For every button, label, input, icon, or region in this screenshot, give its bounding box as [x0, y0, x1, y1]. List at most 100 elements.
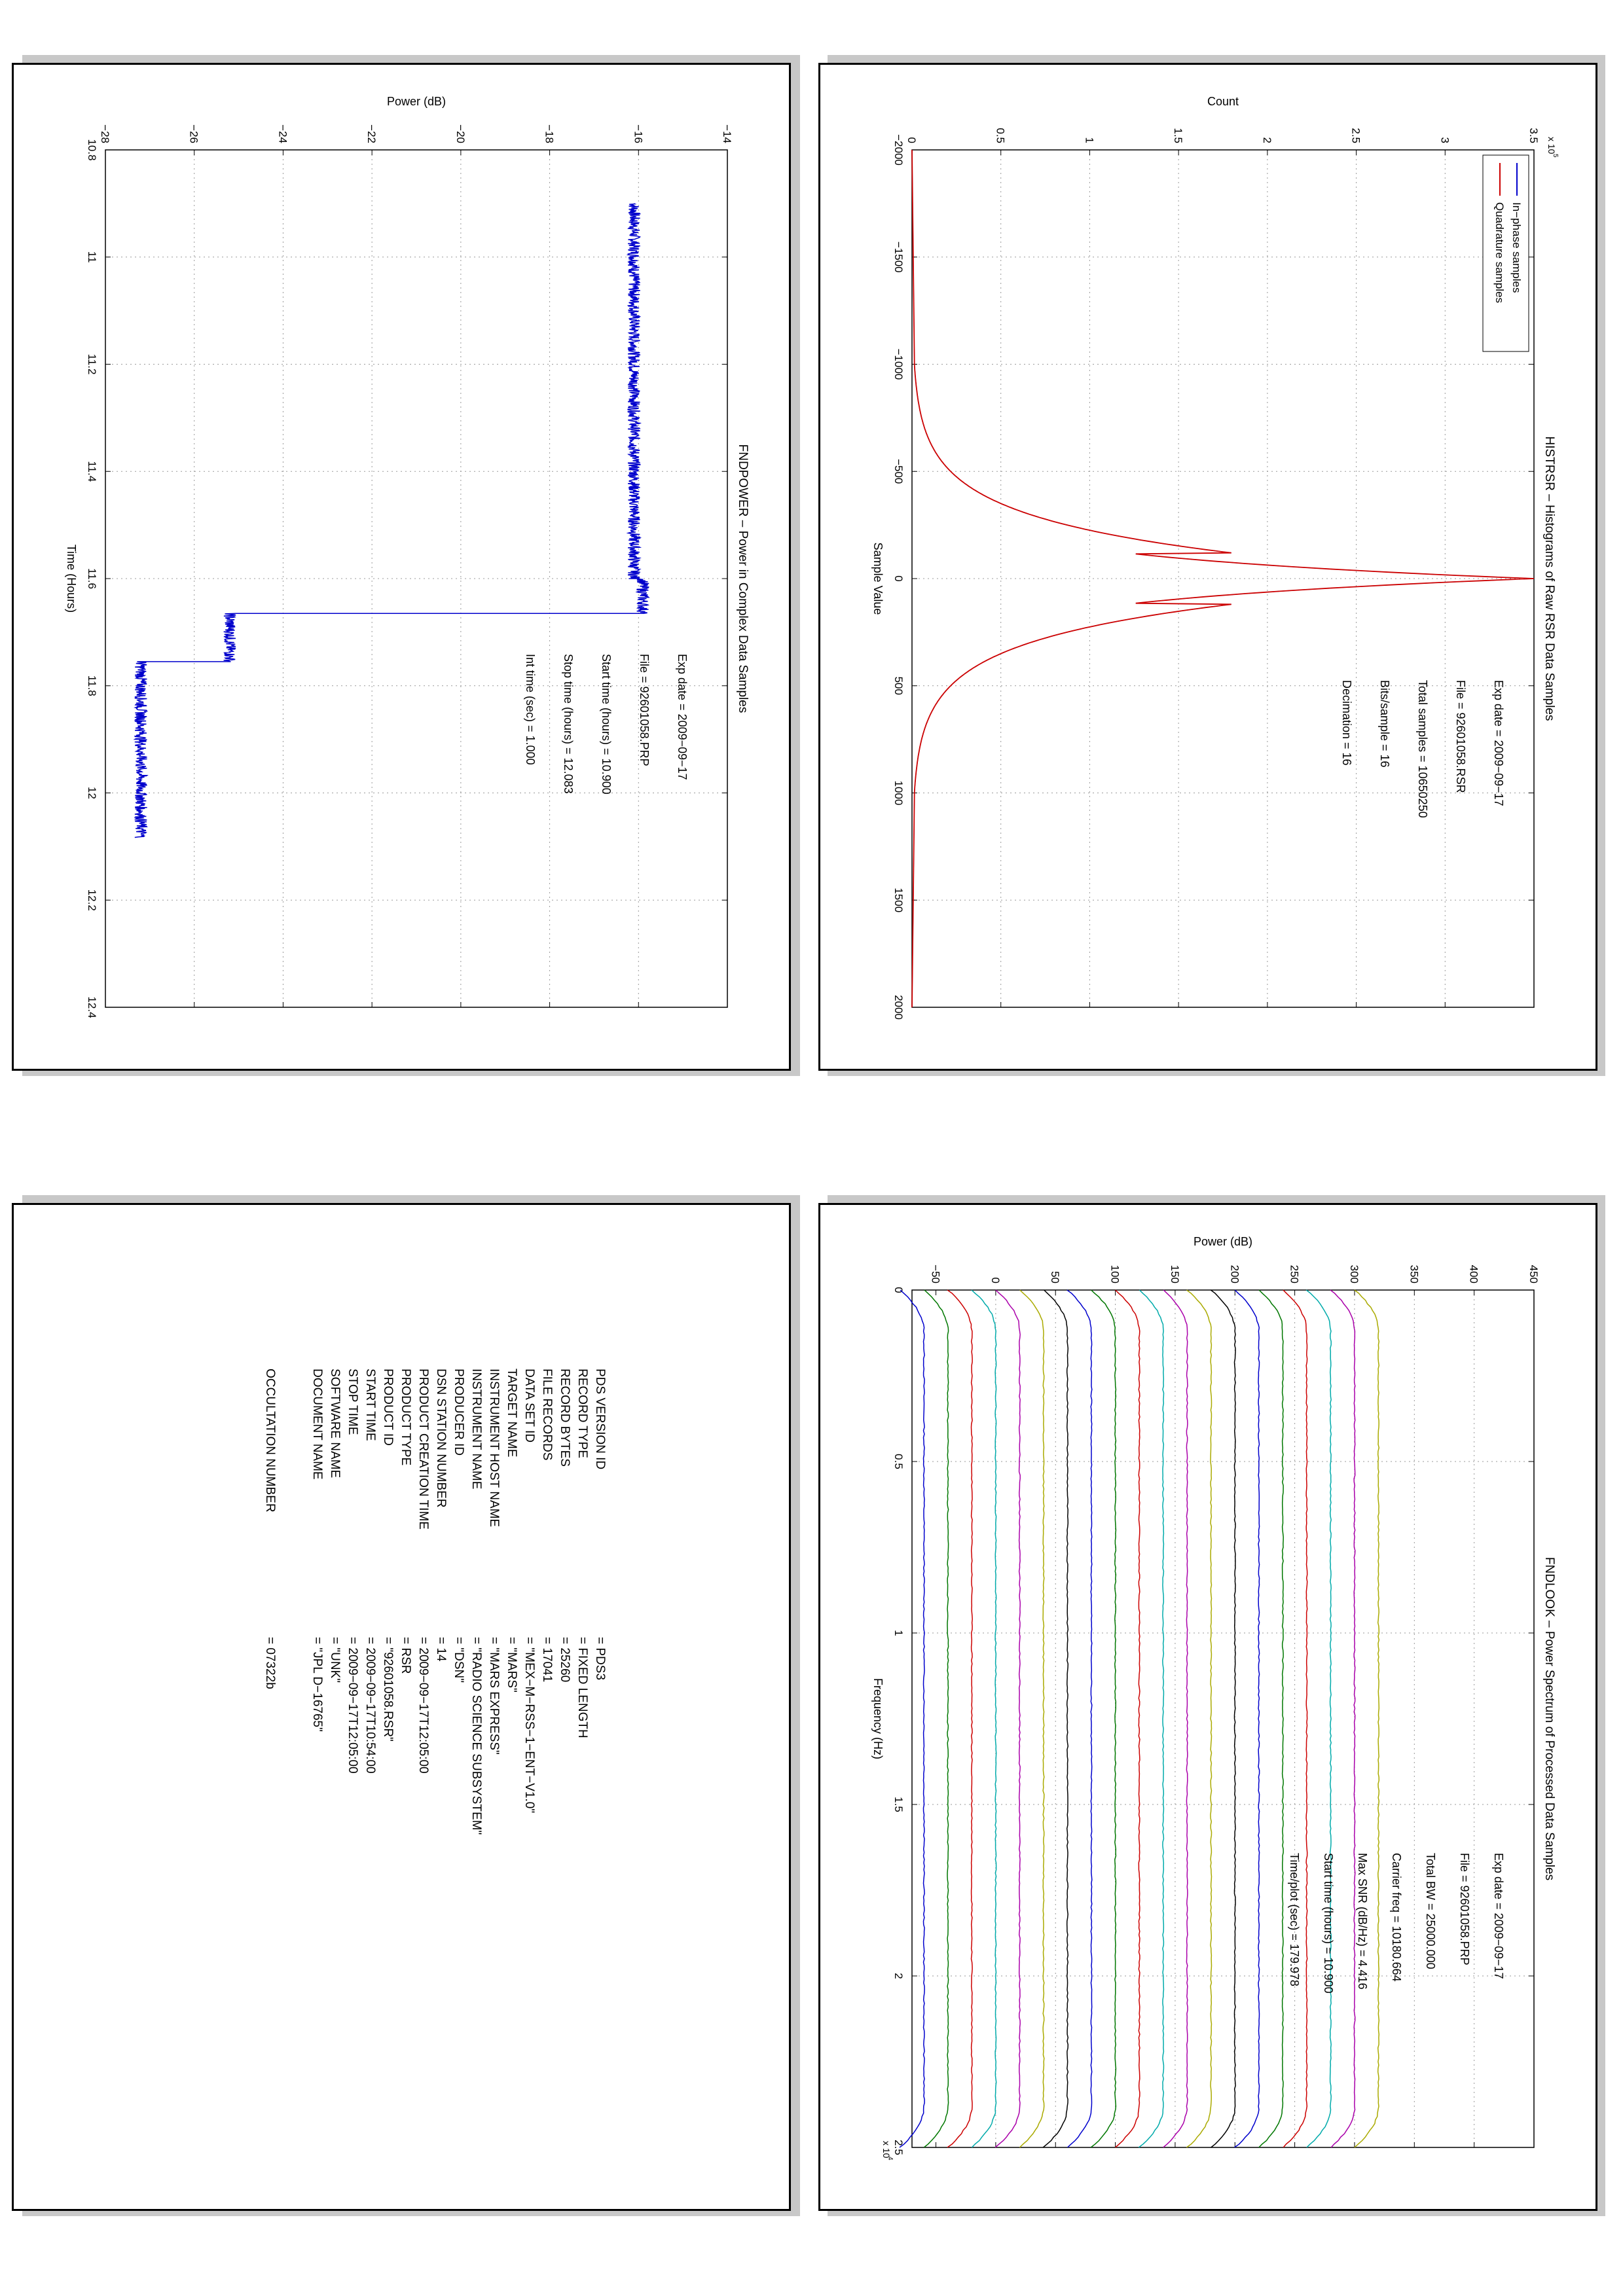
pds-value: = 07322b [263, 1637, 277, 1689]
histrsr-xtick-label: −500 [892, 459, 905, 484]
fndlook-ytick-label: 300 [1348, 1265, 1360, 1283]
fndlook-annotation: Max SNR (dB/Hz) = 4.416 [1356, 1853, 1369, 1990]
pds-key: FILE RECORDS [540, 1369, 554, 1460]
fndlook-trace-5 [1019, 1289, 1045, 2148]
pds-value: = PDS3 [593, 1637, 607, 1680]
fndlook-trace-14 [1234, 1289, 1260, 2148]
pds-value: = RSR [399, 1637, 412, 1674]
fndlook-ylabel: Power (dB) [1194, 1235, 1252, 1248]
histrsr-annotation: File = 92601058.RSR [1454, 680, 1467, 793]
pds-value: = 17041 [540, 1637, 554, 1682]
fndpower-ytick-label: −28 [99, 124, 111, 143]
histrsr-axes-box [911, 149, 1535, 1008]
histrsr-legend: In−phase samples Quadrature samples [1482, 154, 1529, 352]
pds-key: START TIME [363, 1369, 377, 1441]
pds-key: OCCULTATION NUMBER [263, 1369, 277, 1513]
pds-value: = "JPL D−16765" [310, 1637, 324, 1732]
histrsr-xtick-label: 2000 [892, 995, 905, 1020]
fndpower-ytick-label: −14 [721, 124, 733, 143]
histrsr-xtick-label: −2000 [892, 134, 905, 166]
fndlook-ytick-label: 350 [1408, 1265, 1420, 1283]
pds-key: SOFTWARE NAME [328, 1369, 342, 1478]
pds-value: = 25260 [558, 1637, 572, 1682]
fndlook-x-multiplier-exp: 4 [886, 2157, 894, 2161]
fndlook-xtick-label: 2.5 [892, 2140, 905, 2155]
fndlook-annotation: Carrier freq = 10180.664 [1390, 1853, 1403, 1982]
fndpower-xtick-label: 12 [86, 787, 98, 799]
histrsr-y-multiplier: x 10 [1546, 137, 1557, 154]
fndlook-ytick-label: 200 [1228, 1265, 1241, 1283]
fndlook-annotation: Exp date = 2009−09−17 [1492, 1853, 1505, 1979]
pds-value: = FIXED LENGTH [575, 1637, 589, 1738]
fndlook-xlabel: Frequency (Hz) [871, 1678, 884, 1759]
fndlook-annotation: Start time (hours) = 10.900 [1322, 1853, 1335, 1994]
fndlook-xtick-label: 2 [892, 1973, 905, 1979]
fndlook-trace-15 [1258, 1289, 1284, 2148]
pds-value: = "92601058.RSR" [381, 1637, 395, 1742]
pds-key: PRODUCT CREATION TIME [416, 1369, 430, 1530]
fndlook-ytick-label: 400 [1468, 1265, 1480, 1283]
fndpower-title: FNDPOWER – Power in Complex Data Samples [736, 444, 750, 713]
fndlook-panel: 0 0.5 1 1.5 2 2.5 −50 0 50 100 150 200 250 300 350 400 4… [818, 1203, 1597, 2211]
histrsr-xtick-label: −1500 [892, 242, 905, 273]
fndlook-trace-10 [1138, 1289, 1165, 2148]
fndlook-xtick-label: 0 [892, 1287, 905, 1293]
fndpower-annotation: Int time (sec) = 1.000 [524, 654, 537, 765]
fndpower-ytick-label: −16 [632, 124, 644, 143]
pds-key: DOCUMENT NAME [310, 1369, 324, 1480]
fndpower-ytick-label: −24 [276, 124, 289, 143]
fndpower-grid [105, 149, 728, 1008]
histrsr-xtick-label: 0 [892, 575, 905, 581]
fndlook-title: FNDLOOK – Power Spectrum of Processed Da… [1542, 1557, 1556, 1880]
pds-label-panel: PDS VERSION ID = PDS3 RECORD TYPE = FIXED L… [12, 1203, 791, 2211]
fndpower-xtick-label: 12.4 [86, 996, 98, 1018]
fndpower-xtick-label: 11.2 [86, 354, 98, 375]
fndlook-trace-0 [899, 1289, 925, 2148]
fndpower-chart: 10.8 11 11.2 11.4 11.6 11.8 12 12.2 12.4 −28 −26 −2… [65, 95, 750, 1018]
fndlook-trace-19 [1354, 1289, 1380, 2148]
fndpower-xlabel: Time (Hours) [65, 545, 78, 613]
pds-value: = "MARS EXPRESS" [487, 1637, 501, 1755]
fndpower-annotation: Stop time (hours) = 12.083 [562, 654, 575, 794]
fndlook-xtick-label: 1 [892, 1630, 905, 1636]
fndlook-annotation: Time/plot (sec) = 179.978 [1288, 1853, 1301, 1986]
pds-value: = 2009−09−17T12:05:00 [416, 1637, 430, 1774]
fndlook-trace-9 [1115, 1289, 1140, 2148]
pds-key: PDS VERSION ID [593, 1369, 607, 1469]
pds-key: PRODUCT TYPE [399, 1369, 412, 1465]
histrsr-ytick-label: 1.5 [1172, 128, 1184, 143]
fndlook-trace-12 [1186, 1289, 1213, 2148]
pds-key: RECORD TYPE [575, 1369, 589, 1458]
histrsr-legend-label: Quadrature samples [1493, 202, 1506, 303]
histrsr-title: HISTRSR – Histograms of Raw RSR Data Sam… [1542, 436, 1556, 721]
fndpower-axes-box [105, 149, 728, 1008]
histrsr-grid [911, 149, 1535, 1008]
fndlook-x-multiplier: x 10 [881, 2141, 892, 2159]
pds-key: TARGET NAME [505, 1369, 519, 1457]
fndpower-ytick-label: −18 [543, 124, 556, 143]
fndlook-chart: 0 0.5 1 1.5 2 2.5 −50 0 50 100 150 200 250 300 350 400 4… [871, 1235, 1556, 2161]
fndpower-xtick-label: 10.8 [86, 139, 98, 160]
pds-key: INSTRUMENT NAME [469, 1369, 483, 1489]
pds-value: = "UNK" [328, 1637, 342, 1683]
histrsr-ytick-label: 2 [1261, 137, 1273, 143]
fndlook-trace-18 [1330, 1289, 1356, 2148]
pds-key: PRODUCER ID [452, 1369, 465, 1456]
histrsr-ytick-label: 3 [1438, 137, 1451, 143]
fndlook-axes-box [911, 1289, 1535, 2148]
fndlook-ytick-label: 0 [989, 1278, 1002, 1283]
histrsr-series-1 [911, 149, 1535, 1008]
fndlook-ytick-label: 50 [1049, 1271, 1061, 1283]
fndpower-ytick-label: −26 [188, 124, 200, 143]
histrsr-legend-box [1482, 154, 1529, 352]
histrsr-annotation: Total samples = 10650250 [1416, 680, 1429, 818]
fndlook-ytick-label: −50 [930, 1265, 942, 1283]
fndlook-trace-2 [947, 1289, 973, 2148]
histrsr-legend-label: In−phase samples [1510, 202, 1523, 293]
histrsr-xtick-label: 1500 [892, 888, 905, 912]
histrsr-xtick-label: −1000 [892, 349, 905, 380]
fndpower-annotation: Exp date = 2009−09−17 [676, 654, 689, 780]
histrsr-ylabel: Count [1207, 95, 1239, 108]
pds-value: = 14 [434, 1637, 448, 1662]
fndpower-xtick-label: 12.2 [86, 889, 98, 911]
